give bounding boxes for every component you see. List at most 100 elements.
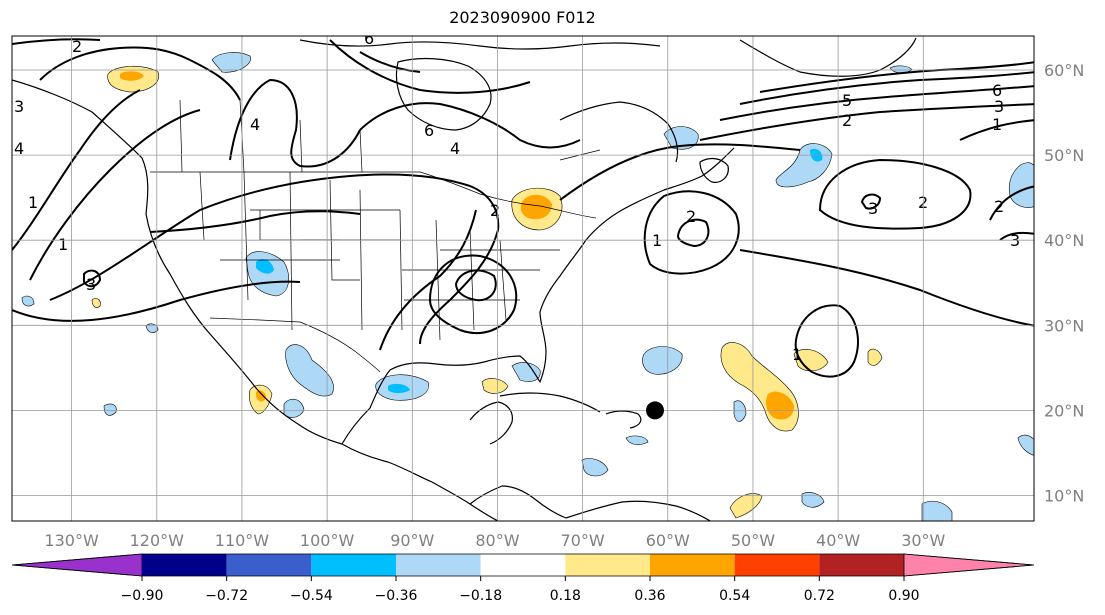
hudson-bay	[395, 57, 492, 131]
contour-north-3	[189, 59, 241, 101]
colorbar-tick-label: 0.72	[804, 588, 835, 604]
pos-anomaly-atlantic-4	[729, 493, 763, 519]
labrador-coast	[559, 101, 679, 163]
longitude-label: 60°W	[646, 531, 690, 550]
pos-anomaly-yucatan	[481, 378, 509, 394]
gridlines	[12, 36, 1034, 521]
contour-north-5	[359, 51, 421, 73]
contour-mid-atlantic-inner	[860, 193, 882, 210]
colorbar-segment	[480, 554, 566, 576]
contour-label: 3	[14, 97, 24, 116]
latitude-label: 30°N	[1044, 316, 1084, 335]
neg-anomaly-atlantic-mid	[642, 346, 683, 375]
yucatan-coast	[469, 401, 513, 445]
contour-cutoff-low	[428, 254, 518, 335]
colorbar-tick-labels: −0.90 −0.72 −0.54 −0.36 −0.18 0.18 0.36 0.54 0.7…	[121, 576, 920, 604]
colorbar-segment	[142, 554, 227, 576]
contour-2-west	[29, 109, 201, 281]
longitude-label: 80°W	[475, 531, 519, 550]
pos-anomaly-mexico-core	[256, 390, 266, 402]
contour-label: 3	[86, 275, 96, 294]
longitude-label: 40°W	[816, 531, 860, 550]
contour-subtropical	[739, 249, 1034, 327]
state-lines-east	[259, 209, 560, 341]
colorbar-segment	[226, 554, 312, 576]
colorbar-tick-label: −0.36	[375, 588, 418, 604]
newfoundland	[699, 157, 729, 183]
pos-anomaly-atlantic-2	[793, 349, 829, 372]
contour-main-trough	[49, 173, 500, 345]
storm-center-marker	[646, 401, 665, 420]
north-america-coast	[12, 79, 500, 521]
contour-east-edge-3	[999, 231, 1034, 241]
colorbar	[11, 553, 1035, 577]
contour-north-2	[39, 46, 191, 81]
contour-ridge-east	[379, 209, 477, 351]
neg-anomaly-small-2	[801, 492, 825, 508]
contour-label: 4	[450, 139, 460, 158]
contour-label: 6	[364, 29, 374, 48]
central-america-coast	[469, 485, 567, 519]
contour-label: 1	[792, 345, 802, 364]
longitude-label: 110°W	[215, 531, 270, 550]
contour-atlantic-1	[699, 103, 1034, 141]
coastlines	[12, 37, 917, 521]
contour-label: 2	[686, 207, 696, 226]
contour-atlantic-2	[719, 85, 1034, 121]
contour-north-4	[329, 39, 531, 94]
longitude-label: 30°W	[901, 531, 945, 550]
colorbar-extend-low	[11, 553, 143, 577]
colorbar-tick-label: −0.72	[205, 588, 248, 604]
longitude-label: 90°W	[390, 531, 434, 550]
contour-newfoundland-low	[643, 190, 740, 275]
longitude-label: 50°W	[731, 531, 775, 550]
contour-1-west	[12, 89, 141, 251]
contour-canada-1	[229, 78, 361, 168]
colorbar-extend-high	[903, 553, 1035, 577]
pos-anomaly-small-1	[91, 298, 101, 308]
contour-north-1	[12, 38, 101, 45]
shaded-anomalies	[21, 52, 1034, 521]
neg-anomaly-small-6	[145, 323, 159, 333]
neg-anomaly-atlantic-north	[775, 143, 833, 188]
political-borders	[150, 99, 601, 373]
latitude-label: 50°N	[1044, 146, 1084, 165]
neg-anomaly-baja	[283, 398, 305, 418]
contour-nf-inner	[676, 218, 710, 248]
colorbar-tick-label: −0.18	[459, 588, 502, 604]
contour-label: 3	[994, 97, 1004, 116]
pos-anomaly-atlantic-wave-core	[766, 391, 794, 420]
neg-anomaly-mexico-west	[285, 344, 334, 397]
hispaniola	[605, 410, 642, 429]
neg-anomaly-rockies-core	[256, 259, 274, 274]
colorbar-segment	[734, 554, 820, 576]
us-mexico-border	[209, 317, 381, 373]
contour-label: 4	[250, 115, 260, 134]
latitude-label: 20°N	[1044, 401, 1084, 420]
colorbar-tick-label: 0.18	[550, 588, 581, 604]
colorbar-segment	[311, 554, 396, 576]
neg-anomaly-small-4	[1017, 434, 1034, 456]
map-frame	[11, 35, 1035, 522]
latitude-label: 40°N	[1044, 231, 1084, 250]
contour-east-edge-1	[959, 119, 1034, 141]
contour-east-trough	[559, 143, 801, 201]
canadian-arctic	[299, 39, 661, 50]
colorbar-segment	[565, 554, 650, 576]
contour-label: 2	[490, 201, 500, 220]
greenland	[739, 37, 917, 77]
contour-label: 1	[28, 193, 38, 212]
contour-south-atlantic-low	[794, 304, 859, 378]
contour-label: 2	[842, 111, 852, 130]
colorbar-segment	[819, 554, 904, 576]
contour-lines	[12, 38, 1034, 378]
neg-anomaly-florida	[511, 362, 541, 382]
contour-label: 5	[842, 91, 852, 110]
neg-anomaly-caribbean	[581, 458, 609, 477]
longitude-label: 70°W	[561, 531, 605, 550]
contour-south-ridge	[12, 280, 301, 322]
contour-atlantic-4	[759, 61, 1034, 93]
neg-anomaly-alaska	[211, 52, 251, 73]
colorbar-tick-label: −0.90	[121, 588, 164, 604]
cuba	[499, 392, 601, 413]
